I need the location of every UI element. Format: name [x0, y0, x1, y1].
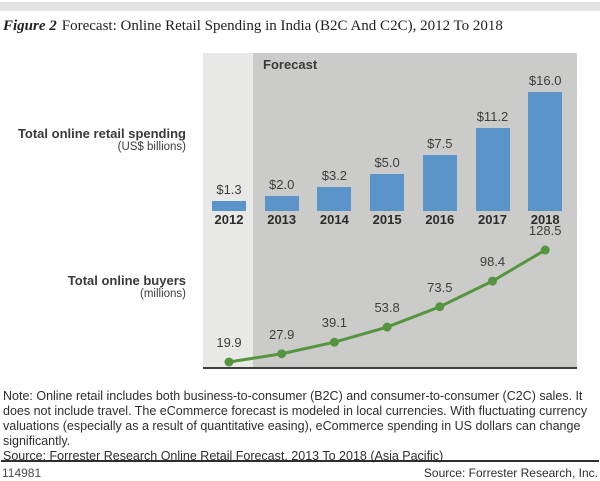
footer-source: Source: Forrester Research, Inc.	[423, 466, 598, 480]
bar-value-label-2016: $7.5	[427, 136, 453, 152]
footer-divider	[1, 460, 599, 462]
note-line: significantly.	[3, 434, 71, 448]
top-divider-strip	[0, 2, 600, 11]
spending-axis-unit: (US$ billions)	[117, 141, 186, 153]
note-line: does not include travel. The eCommerce f…	[3, 404, 588, 418]
bar-2015	[370, 173, 405, 211]
line-value-label-2017: 98.4	[479, 254, 506, 270]
line-value-label-2016: 73.5	[427, 279, 453, 295]
line-point-2016	[435, 302, 445, 312]
category-label-2017: 2017	[478, 212, 507, 227]
bar-2016	[422, 155, 457, 211]
line-point-2012	[224, 357, 234, 367]
figure-title: Figure 2 Forecast: Online Retail Spending…	[3, 18, 597, 35]
category-label-2018: 2018	[530, 212, 560, 227]
category-label-2013: 2013	[267, 212, 297, 227]
figure-number-label: Figure 2	[3, 18, 57, 34]
bar-value-label-2017: $11.2	[476, 108, 509, 124]
bar-2013	[264, 196, 299, 211]
bar-value-label-2013: $2.0	[269, 177, 295, 193]
spending-axis-caption: Total online retail spending (US$ billio…	[0, 127, 186, 154]
line-value-label-2018: 128.5	[528, 223, 562, 239]
category-label-2015: 2015	[372, 212, 402, 227]
category-label-2014: 2014	[319, 212, 349, 227]
buyers-axis-unit: (millions)	[140, 288, 186, 300]
note-line: valuations (especially as a result of qu…	[3, 419, 581, 433]
category-label-2016: 2016	[425, 212, 455, 227]
line-point-2014	[329, 337, 339, 347]
buyers-line-chart	[224, 245, 550, 367]
bar-value-label-2014: $3.2	[321, 168, 348, 184]
x-axis-line	[203, 367, 577, 369]
forecast-region-label: Forecast	[263, 57, 318, 72]
buyers-axis-label: Total online buyers	[67, 273, 186, 288]
document-number: 114981	[2, 466, 42, 480]
category-label-2012: 2012	[214, 212, 244, 227]
line-point-2018	[540, 245, 550, 255]
note-line: Note: Online retail includes both busine…	[3, 389, 583, 403]
bar-2017	[475, 127, 510, 211]
spending-axis-label: Total online retail spending	[17, 126, 186, 141]
line-value-label-2015: 53.8	[374, 300, 400, 316]
line-point-2017	[488, 276, 497, 286]
forecast-background-region	[253, 53, 577, 367]
buyers-axis-caption: Total online buyers (millions)	[0, 274, 186, 301]
bar-2014	[317, 187, 352, 211]
line-value-label-2012: 19.9	[216, 335, 242, 350]
note-text: Note: Online retail includes both busine…	[3, 389, 597, 464]
bar-value-label-2012: $1.3	[216, 182, 242, 198]
line-point-2015	[382, 322, 392, 332]
line-point-2013	[277, 349, 287, 359]
figure-title-text: Forecast: Online Retail Spending in Indi…	[61, 18, 503, 34]
bar-value-label-2015: $5.0	[374, 154, 400, 170]
bar-value-label-2018: $16.0	[528, 73, 562, 88]
source-line: Source: Forrester Research Online Retail…	[3, 449, 444, 463]
bar-2018	[528, 92, 563, 211]
bar-2012	[212, 201, 246, 211]
line-value-label-2014: 39.1	[321, 315, 348, 331]
line-value-label-2013: 27.9	[269, 326, 295, 342]
